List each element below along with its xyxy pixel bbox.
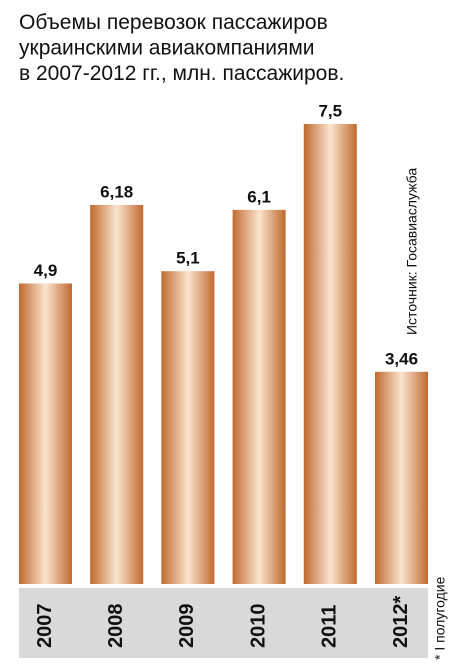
chart-title: украинскими авиакомпаниями (19, 37, 315, 60)
bar (232, 209, 286, 584)
x-tick-label: 2007 (34, 604, 56, 649)
x-tick-label: 2010 (247, 604, 269, 649)
x-tick-label: 2011 (319, 605, 341, 648)
x-tick-label: 2009 (176, 604, 198, 649)
x-tick-label: 2012* (390, 596, 412, 648)
value-label: 5,1 (176, 249, 200, 268)
bar (375, 371, 428, 584)
value-label: 6,18 (100, 182, 133, 201)
source: Источник: Госавиаслужба (404, 168, 420, 335)
bar (303, 124, 357, 584)
value-label: 6,1 (247, 187, 271, 206)
chart-title: Объемы перевозок пассажиров (19, 11, 328, 34)
bar (161, 271, 215, 584)
x-tick-label: 2008 (105, 604, 127, 649)
chart-title: в 2007-2012 гг., млн. пассажиров. (19, 62, 344, 85)
category-band (19, 588, 428, 658)
footnote: * I полугодие (432, 576, 448, 660)
value-label: 7,5 (318, 101, 342, 120)
bar (19, 283, 72, 584)
value-label: 3,46 (385, 349, 418, 368)
value-label: 4,9 (34, 261, 58, 280)
bar (90, 204, 144, 584)
